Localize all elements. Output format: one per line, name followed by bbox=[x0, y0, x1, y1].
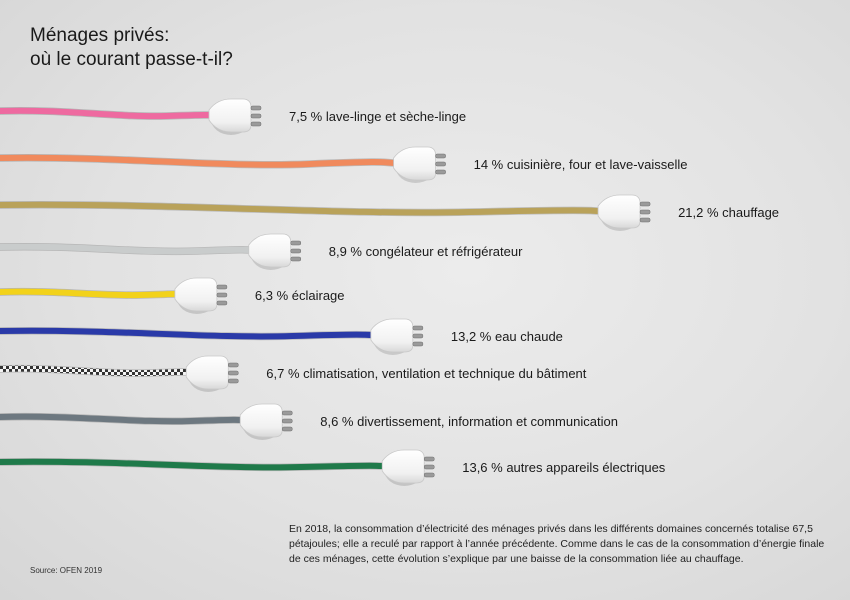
plug-pin-0 bbox=[281, 410, 293, 416]
plug-body bbox=[174, 277, 218, 312]
plug-pin-0 bbox=[228, 362, 239, 368]
plug-8 bbox=[381, 449, 435, 486]
plug-1 bbox=[393, 146, 446, 183]
cable-7 bbox=[0, 413, 248, 425]
plug-pin-0 bbox=[639, 201, 651, 207]
plug-pin-2 bbox=[290, 256, 302, 262]
plug-pin-2 bbox=[412, 341, 424, 347]
plug-6 bbox=[185, 355, 239, 392]
bar-label-0: 7,5 % lave-linge et sèche-linge bbox=[289, 109, 466, 124]
cable-6 bbox=[0, 365, 194, 377]
plug-body bbox=[381, 449, 425, 484]
plug-pin-2 bbox=[250, 121, 262, 127]
plug-body bbox=[185, 355, 229, 390]
plug-body bbox=[370, 318, 414, 353]
chart-title-line-1: Ménages privés: bbox=[30, 25, 170, 46]
plug-2 bbox=[597, 194, 651, 231]
plug-5 bbox=[370, 318, 424, 355]
bar-label-2: 21,2 % chauffage bbox=[678, 205, 779, 220]
plug-pin-1 bbox=[228, 370, 239, 376]
plug-pin-0 bbox=[435, 153, 446, 159]
cable-4 bbox=[0, 288, 182, 299]
bar-label-5: 13,2 % eau chaude bbox=[451, 329, 563, 344]
source-note: Source: OFEN 2019 bbox=[30, 566, 103, 575]
cable-1 bbox=[0, 154, 401, 168]
plug-3 bbox=[248, 233, 302, 270]
plug-pin-0 bbox=[290, 240, 302, 246]
cable-0 bbox=[0, 107, 216, 120]
plug-pin-1 bbox=[639, 209, 651, 215]
plug-pin-2 bbox=[228, 378, 239, 384]
bar-label-6: 6,7 % climatisation, ventilation et tech… bbox=[266, 366, 587, 381]
bar-label-1: 14 % cuisinière, four et lave-vaisselle bbox=[474, 157, 688, 172]
bar-label-3: 8,9 % congélateur et réfrigérateur bbox=[329, 244, 523, 259]
plug-pin-0 bbox=[250, 105, 262, 111]
plug-pin-2 bbox=[216, 300, 228, 306]
bar-label-8: 13,6 % autres appareils électriques bbox=[462, 460, 666, 475]
chart-title: Ménages privés: où le courant passe-t-il… bbox=[30, 24, 233, 72]
plug-body bbox=[597, 194, 641, 229]
plug-4 bbox=[174, 277, 228, 314]
plug-body bbox=[208, 98, 252, 133]
chart-marks: 7,5 % lave-linge et sèche-linge 14 % cuis… bbox=[0, 98, 779, 486]
plug-7 bbox=[239, 403, 293, 440]
plug-pin-1 bbox=[216, 292, 228, 298]
plug-body bbox=[248, 233, 292, 268]
plug-pin-0 bbox=[216, 284, 228, 290]
chart-title-line-2: où le courant passe-t-il? bbox=[30, 49, 233, 70]
footnote: En 2018, la consommation d’électricité d… bbox=[289, 523, 825, 565]
plug-pin-0 bbox=[412, 325, 424, 331]
cable-2 bbox=[0, 201, 606, 216]
plug-pin-2 bbox=[281, 426, 293, 432]
cable-8 bbox=[0, 458, 390, 471]
plug-body bbox=[239, 403, 283, 438]
plug-pin-2 bbox=[435, 169, 446, 175]
bar-label-4: 6,3 % éclairage bbox=[255, 288, 345, 303]
cable-5 bbox=[0, 327, 378, 340]
plug-pin-1 bbox=[250, 113, 262, 119]
plug-0 bbox=[208, 98, 262, 135]
plug-pin-1 bbox=[423, 464, 435, 470]
plug-pin-1 bbox=[290, 248, 302, 254]
plug-pin-2 bbox=[423, 472, 435, 478]
plug-pin-2 bbox=[639, 217, 651, 223]
bar-label-7: 8,6 % divertissement, information et com… bbox=[320, 414, 618, 429]
cable-3 bbox=[0, 243, 256, 255]
plug-pin-0 bbox=[423, 456, 435, 462]
plug-body bbox=[393, 146, 437, 181]
plug-pin-1 bbox=[412, 333, 424, 339]
plug-pin-1 bbox=[435, 161, 446, 167]
plug-pin-1 bbox=[281, 418, 293, 424]
